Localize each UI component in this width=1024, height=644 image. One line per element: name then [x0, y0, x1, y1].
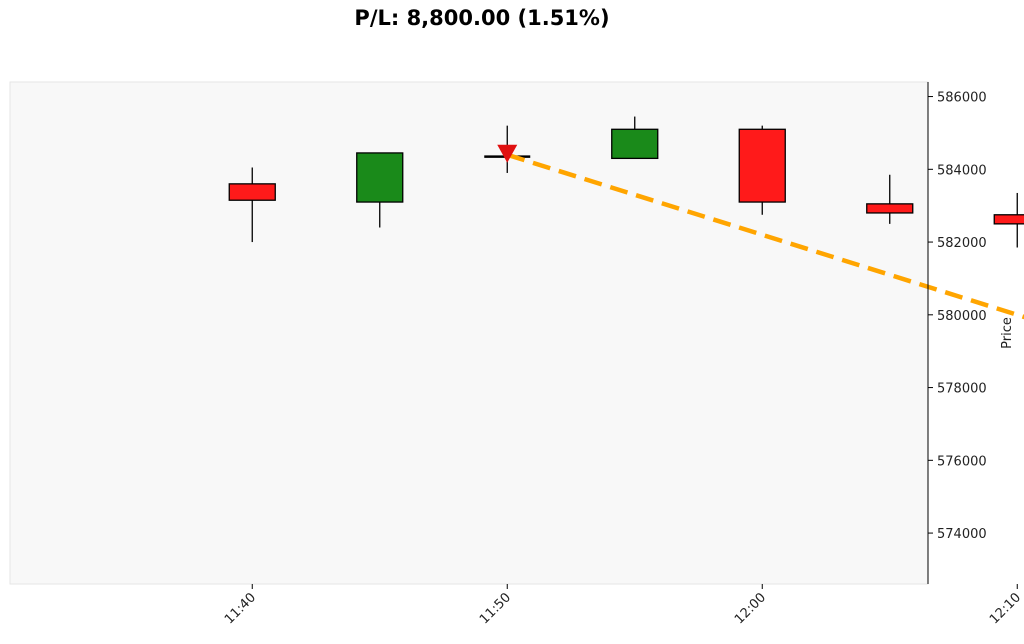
- candle-body: [738, 128, 786, 203]
- trade-layer: [497, 144, 1024, 320]
- y-tick-label: 574000: [937, 527, 987, 542]
- y-tick-label: 586000: [937, 91, 987, 106]
- entry-marker: [497, 144, 518, 163]
- y-axis-label: Price: [1000, 317, 1015, 349]
- x-tick-label: 12:10: [987, 590, 1024, 627]
- y-tick-label: 578000: [937, 382, 987, 397]
- chart-title: P/L: 8,800.00 (1.51%): [354, 6, 610, 30]
- y-tick-label: 584000: [937, 163, 987, 178]
- y-tick-label: 580000: [937, 309, 987, 324]
- candles-layer: [228, 116, 1024, 248]
- y-tick-label: 576000: [937, 454, 987, 469]
- x-tick-label: 11:50: [477, 590, 514, 627]
- plot-area: [9, 81, 929, 585]
- x-tick-label: 12:00: [732, 590, 769, 627]
- candle-body: [356, 152, 404, 203]
- trade-line: [506, 152, 1024, 320]
- candle-body: [993, 214, 1024, 225]
- x-tick-label: 11:40: [222, 590, 259, 627]
- y-tick-label: 582000: [937, 236, 987, 251]
- candle-body: [611, 128, 659, 160]
- candle-body: [228, 183, 276, 201]
- y-axis: 574000 576000 578000 580000 582000 584000 5860…: [927, 82, 987, 584]
- candle-body: [866, 203, 914, 214]
